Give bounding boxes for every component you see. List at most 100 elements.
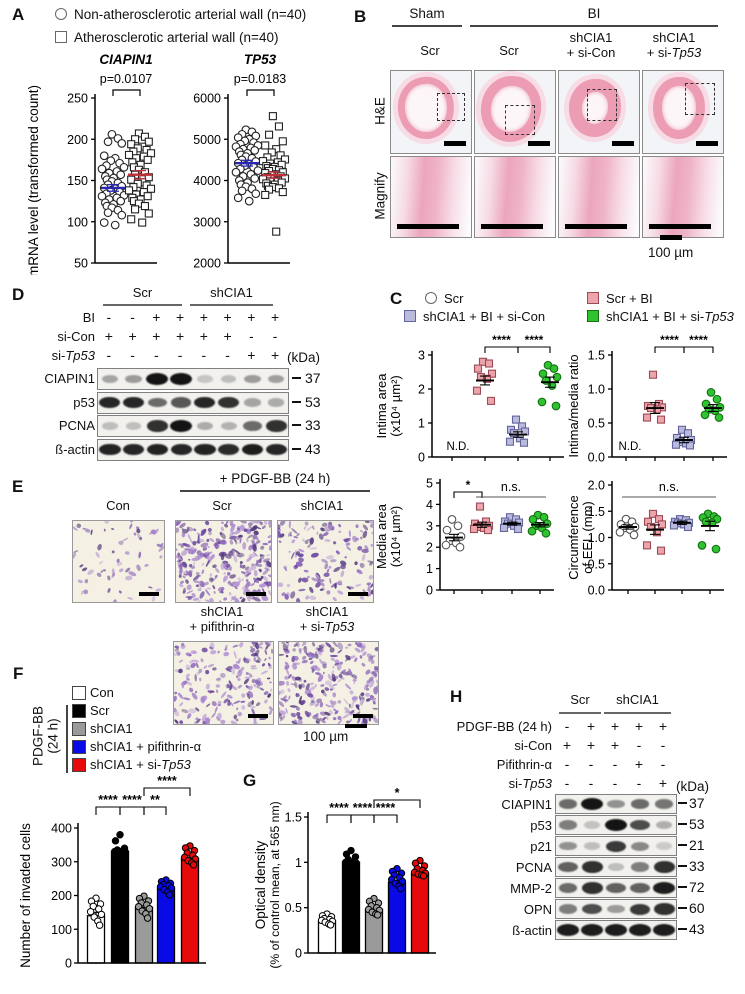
image-scalebar xyxy=(696,141,718,146)
e-row2-label-1: shCIA1 + pifithrin-α xyxy=(189,604,255,634)
blot-strip xyxy=(555,794,677,814)
condition-symbol: + xyxy=(562,737,572,753)
blot-label: ß-actin xyxy=(55,441,95,457)
panel-g-chart: Optical density (% of control mean, at 56… xyxy=(255,786,436,969)
blot-band xyxy=(241,443,264,456)
blot-band xyxy=(125,374,143,384)
svg-text:2: 2 xyxy=(418,383,425,397)
blot-band xyxy=(558,904,578,914)
svg-text:(% of control mean, at 565 nm): (% of control mean, at 565 nm) xyxy=(268,801,282,968)
panel-c-letter: C xyxy=(390,289,403,308)
image-scalebar xyxy=(444,141,466,146)
legend-c-row-1a: Scr xyxy=(425,291,464,307)
legend-c-label-3: shCIA1 + BI + si-Con xyxy=(423,309,546,324)
svg-text:150: 150 xyxy=(67,174,88,188)
condition-symbol: - xyxy=(225,347,230,363)
svg-text:of EEL (mm): of EEL (mm) xyxy=(580,501,595,573)
f-rot-label-2: (24 h) xyxy=(45,718,61,754)
condition-symbol: + xyxy=(247,309,256,325)
condition-symbol: - xyxy=(130,309,135,325)
condition-symbol: + xyxy=(610,737,620,753)
blot-label: OPN xyxy=(523,902,552,917)
condition-symbol: - xyxy=(660,756,666,772)
svg-text:****: **** xyxy=(353,801,373,815)
svg-text:100: 100 xyxy=(67,215,88,229)
condition-symbol: - xyxy=(249,328,254,344)
condition-symbol: + xyxy=(176,328,185,344)
panel-f-chart: Number of invaded cells0100200300400****… xyxy=(20,774,206,971)
panel-a-chart: mRNA level (transformed count) CIAPIN1 p=0… xyxy=(26,52,290,275)
condition-symbol: + xyxy=(586,718,596,734)
legend-f-label: Con xyxy=(90,685,114,700)
blot-label: MMP-2 xyxy=(510,881,552,896)
blot-band xyxy=(267,398,285,407)
e-header: + PDGF-BB (24 h) xyxy=(219,471,331,486)
blot-band xyxy=(265,420,287,432)
f-legend-bracket-line xyxy=(66,705,68,773)
kda-dash xyxy=(678,907,687,909)
svg-text:2.0: 2.0 xyxy=(588,479,605,493)
blot-band xyxy=(102,422,118,430)
condition-symbol: + xyxy=(199,328,208,344)
condition-symbol: - xyxy=(106,309,112,325)
condition-symbol: - xyxy=(612,756,618,772)
kda-header: (kDa) xyxy=(676,779,709,794)
svg-text:*: * xyxy=(395,786,400,800)
condition-symbol: - xyxy=(636,737,642,753)
condition-symbol: + xyxy=(271,347,280,363)
legend-f-swatch xyxy=(72,758,86,772)
blot-label: CIAPIN1 xyxy=(501,797,552,812)
blot-band xyxy=(123,443,145,456)
condition-symbol: + xyxy=(586,737,596,753)
panel-d-letter: D xyxy=(12,285,25,304)
blot-band xyxy=(557,924,579,936)
svg-text:1.5: 1.5 xyxy=(588,349,605,363)
blot-band xyxy=(265,443,287,456)
condition-symbol: - xyxy=(130,347,135,363)
svg-text:400: 400 xyxy=(51,822,72,836)
blot-band xyxy=(607,799,625,809)
condition-label: si-Con xyxy=(514,738,552,753)
svg-text:Number of invaded cells: Number of invaded cells xyxy=(20,823,33,968)
svg-text:N.D.: N.D. xyxy=(619,441,642,453)
legend-c-label-4: shCIA1 + BI + si-Tp53 xyxy=(606,309,734,324)
kda-value: 43 xyxy=(305,440,321,457)
blot-group-header: shCIA1 xyxy=(210,285,253,300)
image-scalebar xyxy=(481,224,543,229)
svg-text:TP53: TP53 xyxy=(244,52,277,67)
svg-text:200: 200 xyxy=(67,133,88,147)
magnify-region-box xyxy=(685,83,715,115)
blot-band xyxy=(605,924,627,936)
svg-text:Intima/media ratio: Intima/media ratio xyxy=(566,354,581,457)
blot-band xyxy=(558,820,578,830)
kda-dash xyxy=(678,844,687,846)
kda-value: 21 xyxy=(689,837,705,853)
condition-symbol: - xyxy=(612,775,618,791)
svg-text:3000: 3000 xyxy=(193,215,221,229)
blot-band xyxy=(170,443,192,456)
blot-strip xyxy=(555,899,677,919)
blot-band xyxy=(653,924,675,936)
condition-symbol: + xyxy=(152,328,161,344)
blot-group-underline xyxy=(604,712,671,714)
kda-value: 72 xyxy=(689,879,705,895)
condition-symbol: + xyxy=(271,309,280,325)
blot-label: PCNA xyxy=(58,418,95,433)
svg-text:*: * xyxy=(466,478,471,492)
svg-text:****: **** xyxy=(525,333,544,347)
blot-band xyxy=(581,882,603,894)
blot-band xyxy=(629,903,651,915)
image-scalebar xyxy=(353,714,373,718)
legend-a-row-1: Non-atherosclerotic arterial wall (n=40) xyxy=(55,7,306,22)
svg-text:250: 250 xyxy=(67,92,88,106)
svg-text:1: 1 xyxy=(418,417,425,431)
blot-band xyxy=(581,924,603,936)
legend-c-label-1: Scr xyxy=(444,291,464,306)
blot-band xyxy=(654,799,674,809)
cell-speckles xyxy=(176,521,271,602)
svg-text:3: 3 xyxy=(418,349,425,363)
blot-band xyxy=(606,883,626,893)
condition-symbol: - xyxy=(660,737,666,753)
